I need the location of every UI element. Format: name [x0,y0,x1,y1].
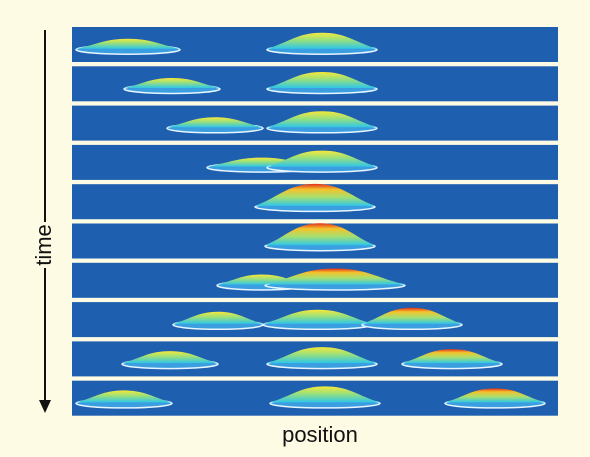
y-label: time [31,224,56,266]
x-label: position [282,422,358,447]
figure: time position [0,0,590,457]
page: time position (() => { const data = JSON… [0,0,590,457]
